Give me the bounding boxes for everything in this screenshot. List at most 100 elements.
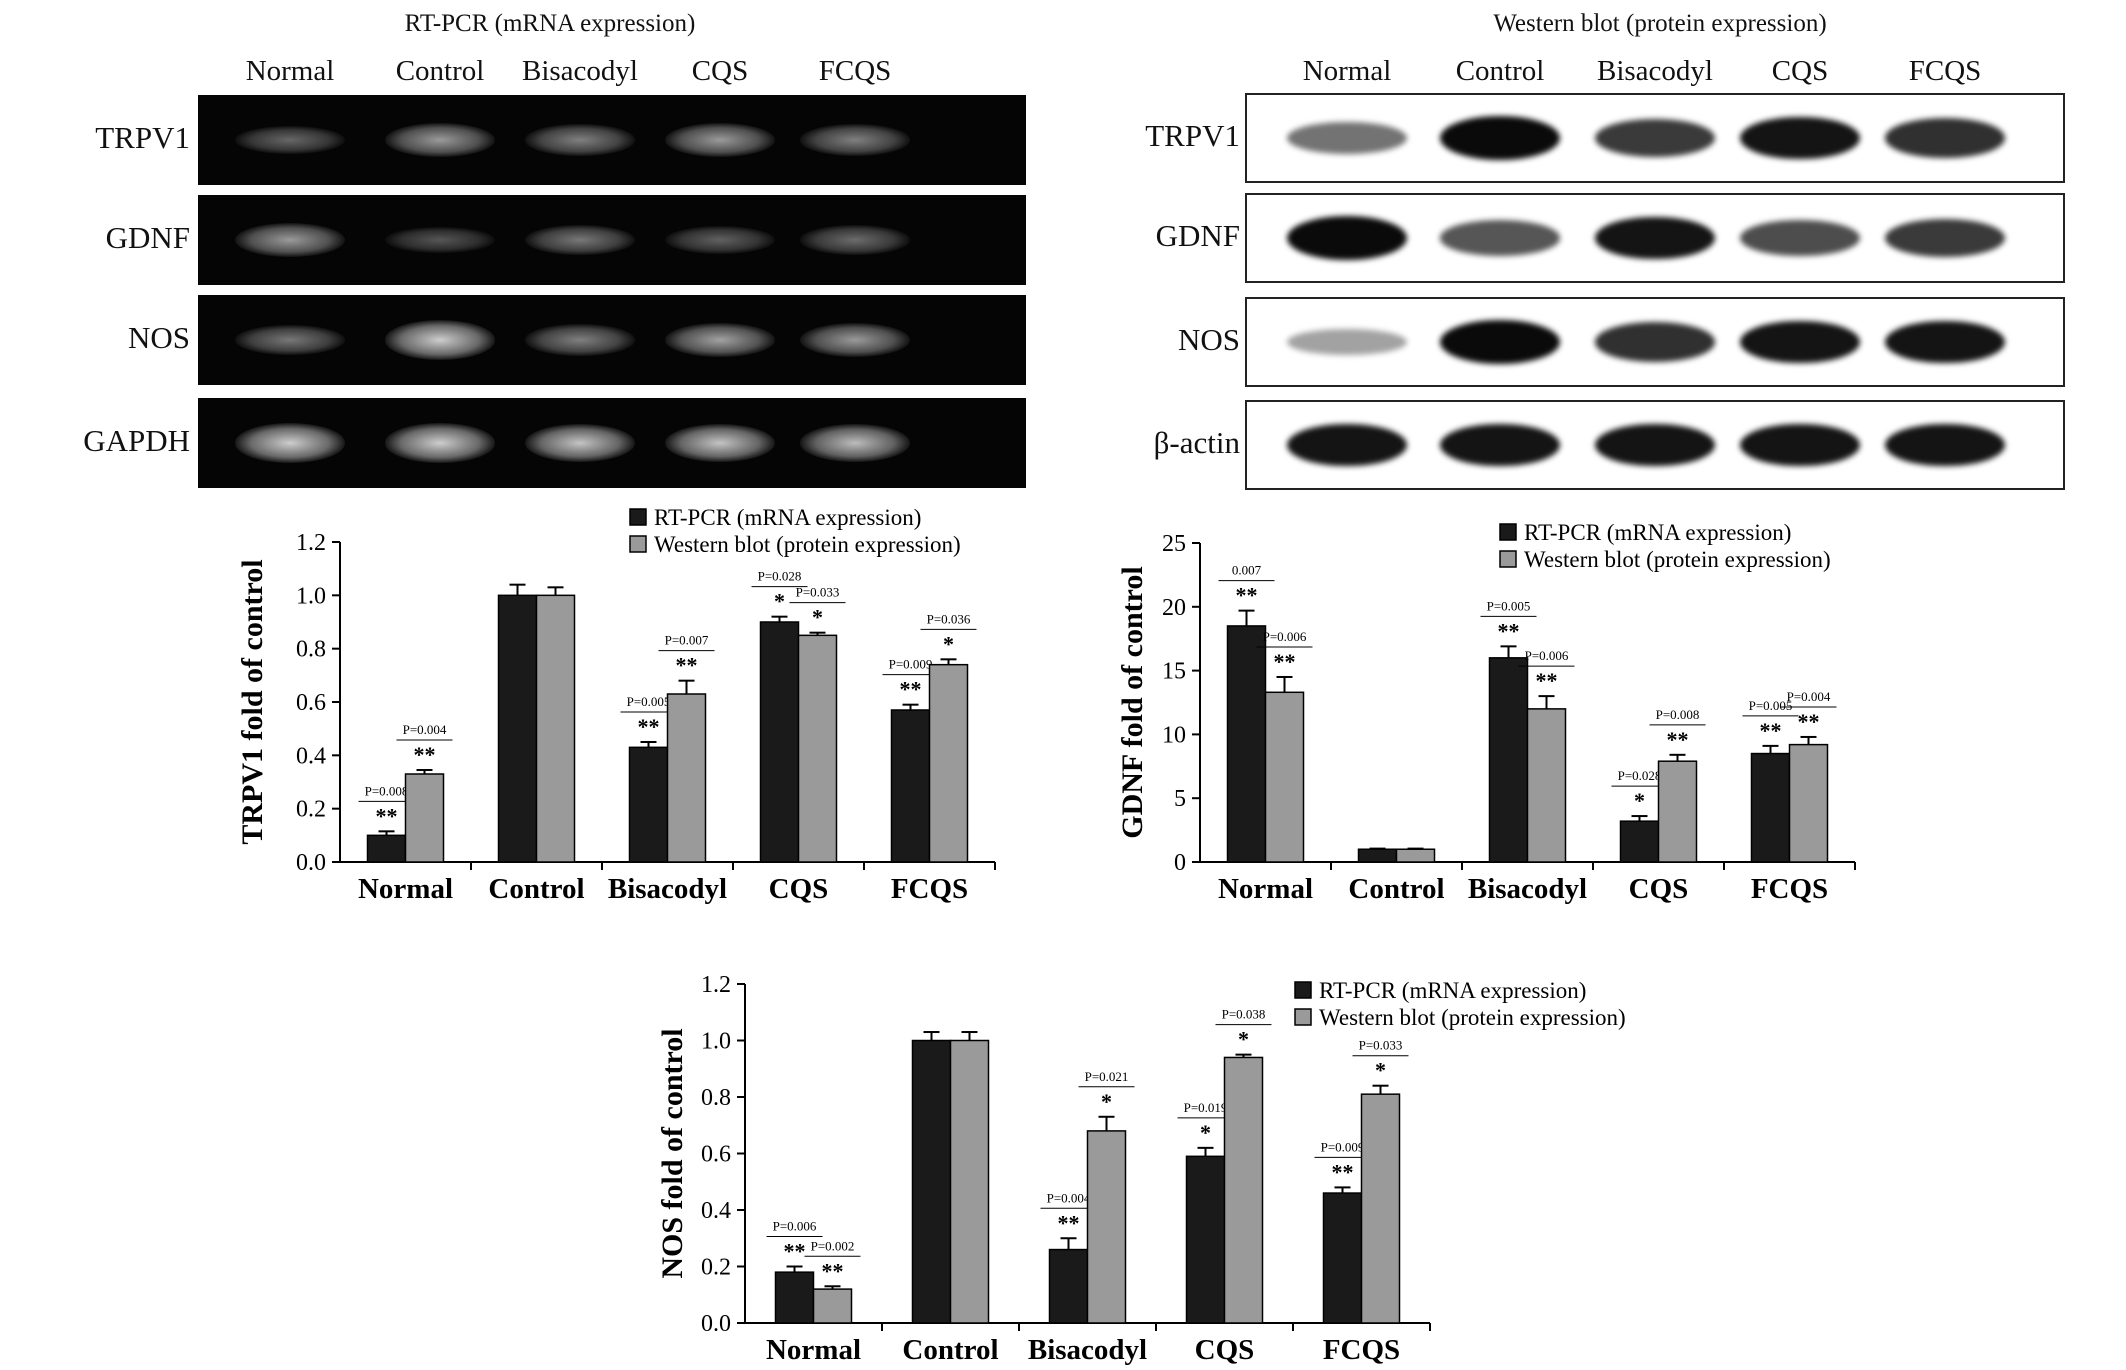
significance-mark: *	[1375, 1058, 1386, 1083]
significance-mark: *	[1634, 788, 1645, 813]
rtpcr-lane-label: Bisacodyl	[522, 55, 638, 87]
western-blot-title: Western blot (protein expression)	[1493, 10, 1827, 37]
rtpcr-band	[235, 125, 345, 155]
western-lane-label: CQS	[1771, 55, 1829, 87]
pvalue-label: P=0.021	[1085, 1069, 1129, 1084]
x-tick-label: Bisacodyl	[1028, 1334, 1147, 1366]
x-tick-label: Control	[1348, 873, 1444, 905]
rtpcr-band	[235, 223, 345, 257]
pvalue-label: P=0.007	[665, 633, 709, 648]
pvalue-label: P=0.009	[1321, 1139, 1365, 1154]
pvalue-label: P=0.008	[1656, 707, 1700, 722]
y-tick-label: 0.4	[701, 1198, 731, 1224]
y-axis-title: GDNF fold of control	[1116, 566, 1149, 838]
western-band	[1740, 423, 1860, 467]
bar	[1657, 760, 1698, 863]
y-tick-label: 1.0	[701, 1029, 731, 1055]
significance-mark: *	[1101, 1089, 1112, 1114]
y-tick-label: 0.8	[701, 1085, 731, 1111]
significance-mark: **	[676, 653, 698, 678]
western-band	[1287, 328, 1407, 356]
bar	[759, 621, 800, 863]
pvalue-label: P=0.004	[1787, 689, 1831, 704]
y-tick-label: 1.0	[296, 583, 326, 609]
x-tick-label: CQS	[769, 873, 829, 905]
western-band	[1440, 116, 1560, 160]
western-row-label: TRPV1	[1145, 118, 1240, 153]
y-tick-label: 10	[1162, 722, 1186, 748]
bar	[1226, 625, 1267, 863]
bar	[774, 1271, 815, 1324]
significance-mark: *	[943, 631, 954, 656]
x-tick-label: CQS	[1629, 873, 1689, 905]
x-tick-label: Normal	[358, 873, 453, 905]
bar	[797, 634, 838, 863]
x-tick-label: FCQS	[891, 873, 968, 905]
pvalue-label: P=0.033	[796, 585, 840, 600]
significance-mark: **	[1798, 709, 1820, 734]
western-lane-label: FCQS	[1908, 55, 1982, 87]
legend-swatch	[629, 535, 647, 553]
pvalue-label: P=0.004	[403, 722, 447, 737]
rtpcr-lane-label: Control	[395, 55, 485, 87]
pvalue-label: P=0.033	[1359, 1038, 1403, 1053]
bar	[928, 663, 969, 863]
x-tick-label: Normal	[1218, 873, 1313, 905]
significance-mark: *	[1200, 1120, 1211, 1145]
bar	[404, 773, 445, 863]
western-band	[1595, 423, 1715, 467]
bar	[1395, 848, 1436, 863]
legend-label: RT-PCR (mRNA expression)	[654, 505, 921, 530]
bar	[949, 1039, 990, 1324]
y-tick-label: 0.0	[296, 850, 326, 876]
western-band	[1740, 219, 1860, 257]
rtpcr-band	[525, 224, 635, 256]
y-tick-label: 0.8	[296, 637, 326, 663]
rtpcr-band	[525, 423, 635, 463]
legend-swatch	[1294, 1008, 1312, 1026]
western-row-label: GDNF	[1155, 218, 1240, 253]
western-band	[1885, 118, 2005, 158]
bar	[1750, 752, 1791, 863]
western-band	[1440, 320, 1560, 364]
x-tick-label: Bisacodyl	[608, 873, 727, 905]
bar	[911, 1039, 952, 1324]
western-band	[1595, 322, 1715, 362]
western-band	[1740, 116, 1860, 160]
western-lane-label: Normal	[1302, 55, 1392, 87]
bar	[1264, 691, 1305, 863]
bar	[1526, 708, 1567, 863]
bar	[497, 594, 538, 863]
significance-mark: *	[1238, 1027, 1249, 1052]
significance-mark: **	[638, 714, 660, 739]
trpv1-bar-chart: 0.0 0.2 0.4 0.6 0.8 1.0 1.2 TRPV1 fold of contr…	[236, 505, 996, 905]
y-tick-label: 0.6	[701, 1142, 731, 1168]
rtpcr-row-label: GAPDH	[83, 423, 190, 458]
legend-label: Western blot (protein expression)	[654, 532, 961, 557]
western-band	[1287, 423, 1407, 467]
significance-mark: **	[1236, 583, 1258, 608]
western-band	[1885, 423, 2005, 467]
legend-swatch	[1499, 523, 1517, 541]
rtpcr-band	[665, 123, 775, 157]
western-row-label: NOS	[1177, 322, 1240, 357]
western-lane-label: Control	[1455, 55, 1545, 87]
significance-mark: **	[1760, 718, 1782, 743]
pvalue-label: P=0.038	[1222, 1007, 1266, 1022]
western-row-label: β-actin	[1153, 425, 1240, 460]
rtpcr-band	[385, 423, 495, 463]
bar	[1322, 1192, 1363, 1324]
y-tick-label: 20	[1162, 595, 1186, 621]
legend-swatch	[629, 508, 647, 526]
rtpcr-band	[665, 226, 775, 254]
rtpcr-lane-label: Normal	[245, 55, 335, 87]
y-tick-label: 1.2	[296, 530, 326, 556]
bar	[812, 1288, 853, 1324]
pvalue-label: P=0.005	[1487, 598, 1531, 613]
western-lane-label: Bisacodyl	[1597, 55, 1713, 87]
pvalue-label: P=0.004	[1047, 1190, 1091, 1205]
bar	[666, 693, 707, 863]
legend-swatch	[1499, 550, 1517, 568]
legend-swatch	[1294, 981, 1312, 999]
x-tick-label: FCQS	[1751, 873, 1828, 905]
